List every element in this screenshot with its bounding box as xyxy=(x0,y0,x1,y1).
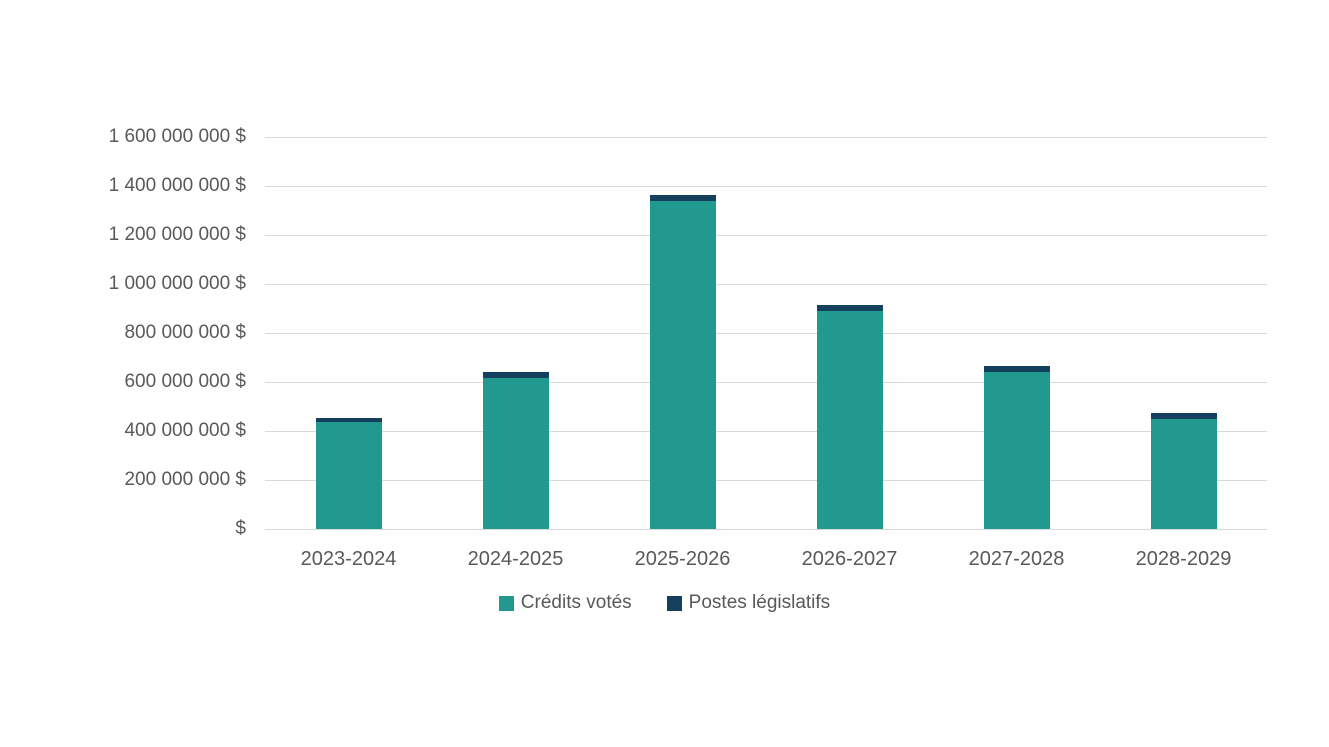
y-axis-tick-label: 1 600 000 000 $ xyxy=(108,126,246,147)
legend-label: Crédits votés xyxy=(520,592,632,613)
y-axis-tick-label: $ xyxy=(235,518,246,539)
gridline xyxy=(265,284,1267,285)
x-axis-tick-label: 2026-2027 xyxy=(801,548,898,570)
bar-segment-credits-votes xyxy=(482,378,549,529)
gridline xyxy=(265,333,1267,334)
plot-area xyxy=(265,137,1267,530)
y-axis: $200 000 000 $ 400 000 000 $ 600 000 000 $… xyxy=(0,126,246,539)
bar-segment-postes-legislatifs xyxy=(983,366,1050,373)
bar-segment-credits-votes xyxy=(649,200,716,529)
gridline xyxy=(265,480,1267,481)
bar-segment-credits-votes xyxy=(983,372,1050,529)
bar-segment-postes-legislatifs xyxy=(649,194,716,201)
bar-group-2025-2026 xyxy=(599,137,766,529)
y-axis-tick-label: 200 000 000 $ xyxy=(124,469,246,490)
bar-group-2026-2027 xyxy=(766,137,933,529)
y-axis-tick-label: 800 000 000 $ xyxy=(124,322,246,343)
bar-segment-postes-legislatifs xyxy=(816,304,883,311)
gridline xyxy=(265,137,1267,138)
bar-group-2028-2029 xyxy=(1100,137,1267,529)
bar-group-2027-2028 xyxy=(933,137,1100,529)
y-axis-tick-label: 1 000 000 000 $ xyxy=(108,273,246,294)
bar-group-2023-2024 xyxy=(265,137,432,529)
y-axis-tick-label: 400 000 000 $ xyxy=(124,420,246,441)
bar-segment-credits-votes xyxy=(816,310,883,529)
y-axis-tick-label: 600 000 000 $ xyxy=(124,371,246,392)
bar-segment-credits-votes xyxy=(315,422,382,529)
y-axis-tick-label: 1 200 000 000 $ xyxy=(108,224,246,245)
x-axis-tick-label: 2023-2024 xyxy=(300,548,397,570)
bar-segment-postes-legislatifs xyxy=(482,372,549,379)
gridline xyxy=(265,186,1267,187)
bar-group-2024-2025 xyxy=(432,137,599,529)
bar-segment-postes-legislatifs xyxy=(315,417,382,423)
legend-item-credits-votes: Crédits votés xyxy=(498,592,632,614)
x-axis-tick-label: 2027-2028 xyxy=(968,548,1065,570)
x-axis: 2023-2024 2024-2025 2025-2026 2026-2027 2027… xyxy=(265,548,1267,578)
x-axis-tick-label: 2028-2029 xyxy=(1135,548,1232,570)
x-axis-tick-label: 2025-2026 xyxy=(634,548,731,570)
x-axis-tick-label: 2024-2025 xyxy=(467,548,564,570)
legend-item-postes-legislatifs: Postes législatifs xyxy=(666,592,831,614)
legend-label: Postes législatifs xyxy=(688,592,831,613)
bar-segment-credits-votes xyxy=(1150,418,1217,529)
bar-segment-postes-legislatifs xyxy=(1150,412,1217,419)
legend-swatch-icon xyxy=(498,595,514,611)
gridline xyxy=(265,235,1267,236)
gridline xyxy=(265,431,1267,432)
gridline xyxy=(265,382,1267,383)
y-axis-tick-label: 1 400 000 000 $ xyxy=(108,175,246,196)
gridline xyxy=(265,529,1267,530)
legend: Crédits votés Postes législatifs xyxy=(0,592,1329,614)
legend-swatch-icon xyxy=(666,595,682,611)
